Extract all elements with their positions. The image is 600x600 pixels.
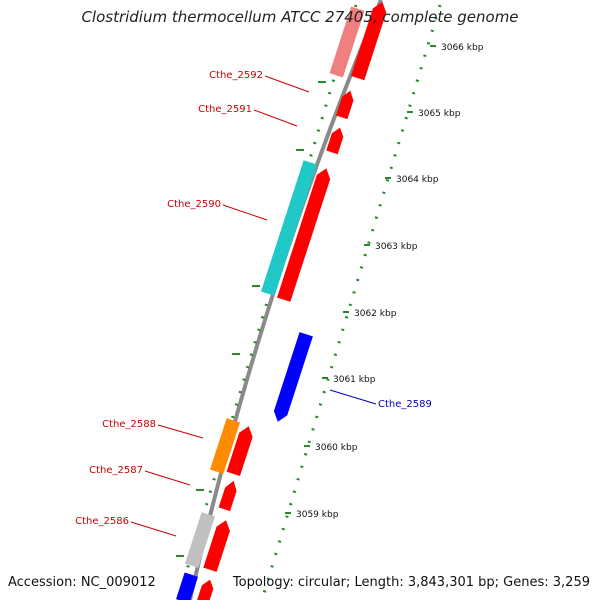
gene-label: Cthe_2587 xyxy=(89,465,143,476)
gene-label-leader xyxy=(253,109,298,127)
genome-summary-text: Topology: circular; Length: 3,843,301 bp… xyxy=(232,575,590,590)
gene-label: Cthe_2586 xyxy=(75,516,129,527)
gene-label: Cthe_2592 xyxy=(209,70,263,81)
scale-label: 3061 kbp xyxy=(333,375,376,385)
gene-arrow-red xyxy=(335,90,354,120)
gene-arrow-orange xyxy=(209,418,241,474)
gene-arrow-gray xyxy=(184,512,216,568)
gene-label-leader xyxy=(222,204,268,221)
gene-arrow-blue xyxy=(176,572,198,600)
gene-label: Cthe_2588 xyxy=(102,419,156,430)
gene-label: Cthe_2591 xyxy=(198,104,252,115)
gene-label-leader xyxy=(264,75,310,93)
scale-label: 3064 kbp xyxy=(396,175,439,185)
scale-label: 3066 kbp xyxy=(441,43,484,53)
map-title: Clostridium thermocellum ATCC 27405, com… xyxy=(81,8,519,26)
gene-arrow-red xyxy=(203,520,230,572)
gene-arrow-pink xyxy=(329,6,365,78)
gene-label: Cthe_2590 xyxy=(167,199,221,210)
gene-arrow-red xyxy=(197,579,214,600)
scale-label: 3065 kbp xyxy=(418,109,461,119)
gene-arrow-cyan xyxy=(261,160,317,296)
gene-arrow-red xyxy=(326,127,344,155)
gene-label-leader xyxy=(329,389,377,405)
gene-arrow-blue xyxy=(273,332,313,422)
scale-label: 3060 kbp xyxy=(315,443,358,453)
gene-arrow-red xyxy=(226,426,253,476)
gene-label-leader xyxy=(130,521,177,537)
gene-arrow-red xyxy=(277,168,331,302)
gene-label: Cthe_2589 xyxy=(378,399,432,410)
scale-label: 3063 kbp xyxy=(375,242,418,252)
gene-arrow-red xyxy=(350,1,387,81)
accession-text: Accession: NC_009012 xyxy=(8,575,156,590)
scale-label: 3062 kbp xyxy=(354,309,397,319)
gene-label-leader xyxy=(144,470,191,486)
gene-label-leader xyxy=(157,424,204,439)
scale-label: 3059 kbp xyxy=(296,510,339,520)
gene-arrow-red xyxy=(218,480,237,512)
